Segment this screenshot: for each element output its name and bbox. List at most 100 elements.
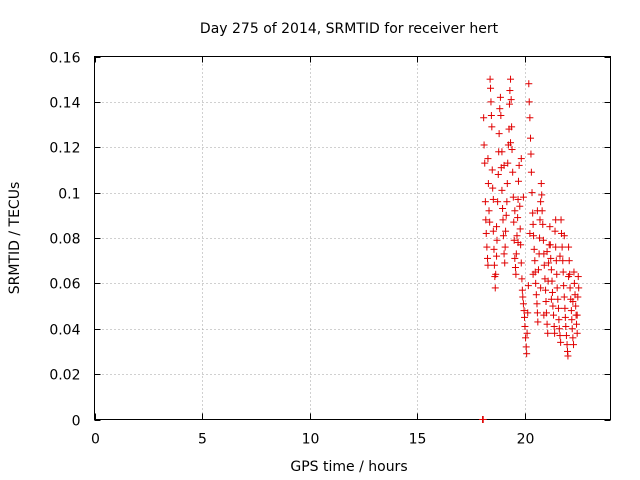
data-point [515,161,523,169]
data-point [508,146,516,154]
data-point [558,243,566,251]
data-point [542,286,550,294]
data-point [507,139,515,147]
data-point [489,184,497,192]
data-point [554,304,562,312]
data-point [568,316,576,324]
data-point [493,252,501,260]
data-point [527,168,535,176]
data-point [537,284,545,292]
data-point [480,141,488,149]
data-point [567,307,575,315]
data-point [572,302,580,310]
data-point [497,111,505,119]
data-point [532,291,540,299]
data-point [510,236,518,244]
chart-title: Day 275 of 2014, SRMTID for receiver her… [200,21,499,37]
data-point [574,293,582,301]
data-point [487,84,495,92]
data-point [533,300,541,308]
data-point [490,261,498,269]
data-point [521,313,528,321]
x-tick-label: 20 [517,432,535,448]
data-point [526,229,534,237]
data-point [487,98,495,106]
data-point [548,277,556,285]
y-tick-label: 0.04 [49,323,80,339]
data-point [501,259,509,267]
data-point [532,279,540,287]
data-point [563,341,571,349]
data-point [543,248,551,256]
data-point [485,207,493,215]
data-point [573,311,581,319]
data-point [480,114,488,122]
data-point [498,148,506,156]
data-point [489,195,497,203]
data-point [502,227,510,235]
data-point [530,245,538,253]
data-point [501,243,509,251]
data-point [500,250,508,258]
data-point [492,270,500,278]
data-point [524,282,532,290]
data-point [517,259,525,267]
data-point [499,232,507,240]
data-point [514,195,522,203]
y-tick-label: 0.08 [49,232,80,248]
data-point [552,216,560,224]
data-point [522,334,530,342]
data-point [517,155,525,163]
data-point [511,254,519,262]
data-point [490,245,498,253]
data-point [499,216,507,224]
data-point [560,282,568,290]
data-point [542,298,550,306]
data-point [533,309,541,317]
data-point [507,75,515,83]
data-point [528,189,536,197]
y-tick-label: 0.02 [49,368,80,384]
data-point [500,161,508,169]
data-point [496,105,504,113]
y-tick-label: 0 [72,414,81,430]
data-point [504,159,512,167]
data-point [516,225,524,233]
x-tick-label: 5 [198,432,207,448]
data-point [537,180,545,188]
data-point [561,304,569,312]
data-point [524,309,532,317]
data-point [529,209,537,217]
data-point [499,205,507,213]
data-point [569,298,577,306]
data-point [544,329,552,337]
data-point [546,241,554,249]
data-point [539,220,547,228]
data-point [488,123,496,131]
data-point [555,325,563,333]
data-point [481,159,489,167]
x-axis-label: GPS time / hours [290,459,407,475]
data-point [529,270,537,278]
data-point [561,313,569,321]
data-point [519,293,527,301]
data-point [521,322,529,330]
data-point [529,220,537,228]
data-point [559,257,567,265]
data-point [551,329,559,337]
data-point [484,254,492,262]
data-point [503,180,511,188]
data-point [546,223,554,231]
data-point [482,216,490,224]
data-point [514,239,522,247]
data-point [560,293,568,301]
data-point [512,250,520,258]
data-point [479,416,487,423]
data-points [479,75,583,423]
data-point [555,316,563,324]
y-tick-label: 0.12 [49,141,80,157]
data-point [494,170,502,178]
data-point [518,286,526,294]
data-point [496,93,504,101]
